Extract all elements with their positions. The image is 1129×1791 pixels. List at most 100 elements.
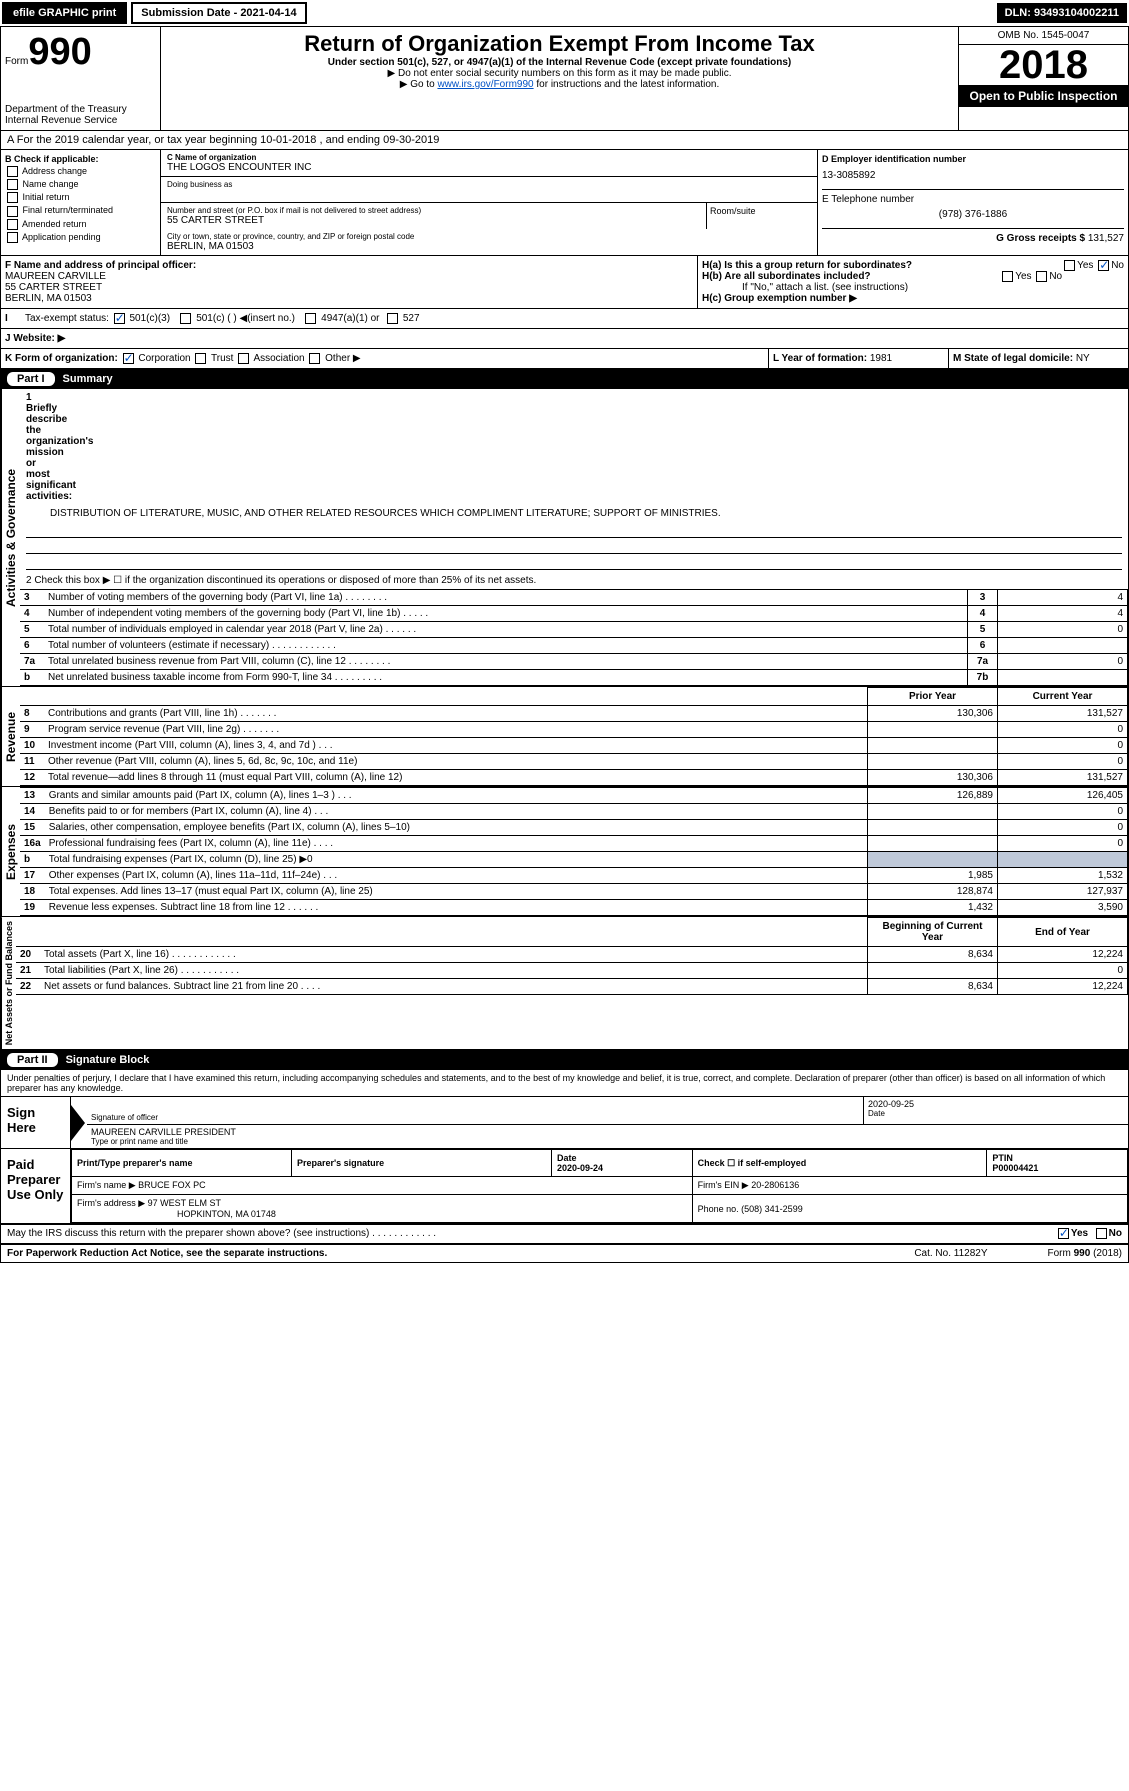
arrow-icon: [71, 1105, 85, 1141]
ha-label: H(a) Is this a group return for subordin…: [702, 260, 912, 271]
table-row: bNet unrelated business taxable income f…: [20, 670, 1128, 686]
hc-label: H(c) Group exemption number ▶: [702, 293, 1124, 304]
cb-corporation[interactable]: [123, 353, 134, 364]
table-row: 9Program service revenue (Part VIII, lin…: [20, 722, 1128, 738]
cb-address-change[interactable]: Address change: [5, 166, 156, 177]
part1-num: Part I: [7, 372, 55, 386]
efile-button[interactable]: efile GRAPHIC print: [2, 2, 127, 24]
col-b-title: B Check if applicable:: [5, 154, 156, 164]
section-website: J Website: ▶: [1, 329, 1128, 349]
table-row: 10Investment income (Part VIII, column (…: [20, 738, 1128, 754]
form-note2: ▶ Go to www.irs.gov/Form990 for instruct…: [165, 79, 954, 90]
form-num: 990: [28, 31, 91, 74]
cb-527[interactable]: [387, 313, 398, 324]
submission-date: Submission Date - 2021-04-14: [131, 2, 306, 24]
addr-street: 55 CARTER STREET: [167, 215, 700, 226]
col-f-officer: F Name and address of principal officer:…: [1, 256, 698, 308]
ein-value: 13-3085892: [822, 170, 1124, 181]
paperwork-notice: For Paperwork Reduction Act Notice, see …: [7, 1248, 327, 1259]
dept-label: Department of the TreasuryInternal Reven…: [5, 104, 156, 126]
irs-link[interactable]: www.irs.gov/Form990: [437, 79, 533, 90]
part1-header: Part I Summary: [1, 369, 1128, 389]
vlabel-expenses: Expenses: [1, 787, 20, 916]
section-bcd: B Check if applicable: Address change Na…: [1, 150, 1128, 256]
table-row: 4Number of independent voting members of…: [20, 606, 1128, 622]
cb-trust[interactable]: [195, 353, 206, 364]
cb-501c3[interactable]: [114, 313, 125, 324]
tax-year: 2018: [959, 45, 1128, 85]
paid-preparer-section: Paid Preparer Use Only Print/Type prepar…: [1, 1149, 1128, 1224]
phone-label: E Telephone number: [822, 194, 1124, 205]
top-toolbar: efile GRAPHIC print Submission Date - 20…: [0, 0, 1129, 26]
table-row: 5Total number of individuals employed in…: [20, 622, 1128, 638]
vlabel-netassets: Net Assets or Fund Balances: [1, 917, 16, 1049]
cb-application-pending[interactable]: Application pending: [5, 232, 156, 243]
cb-name-change[interactable]: Name change: [5, 179, 156, 190]
table-row: 15Salaries, other compensation, employee…: [20, 820, 1128, 836]
prep-date-cell: Date2020-09-24: [552, 1150, 693, 1177]
discuss-row: May the IRS discuss this return with the…: [1, 1224, 1128, 1242]
l-value: 1981: [870, 353, 892, 364]
cb-initial-return[interactable]: Initial return: [5, 192, 156, 203]
city-label: City or town, state or province, country…: [167, 232, 811, 241]
form-note1: ▶ Do not enter social security numbers o…: [165, 68, 954, 79]
table-row: 7aTotal unrelated business revenue from …: [20, 654, 1128, 670]
officer-printed-name: MAUREEN CARVILLE PRESIDENT: [91, 1127, 1124, 1137]
k-label: K Form of organization:: [5, 353, 118, 364]
table-row: 17Other expenses (Part IX, column (A), l…: [20, 868, 1128, 884]
part1-title: Summary: [63, 373, 113, 385]
form-subtitle: Under section 501(c), 527, or 4947(a)(1)…: [165, 57, 954, 68]
q1-label: 1 Briefly describe the organization's mi…: [26, 392, 50, 502]
section-governance: Activities & Governance 1 Briefly descri…: [1, 389, 1128, 687]
ein-label: D Employer identification number: [822, 154, 1124, 164]
gross-value: 131,527: [1088, 233, 1124, 244]
m-value: NY: [1076, 353, 1090, 364]
table-row: 19Revenue less expenses. Subtract line 1…: [20, 900, 1128, 916]
cb-amended[interactable]: Amended return: [5, 219, 156, 230]
sig-date: 2020-09-25: [868, 1099, 1124, 1109]
expenses-table: 13Grants and similar amounts paid (Part …: [20, 787, 1128, 916]
dln-label: DLN: 93493104002211: [997, 3, 1127, 23]
table-row: 21Total liabilities (Part X, line 26) . …: [16, 963, 1128, 979]
cb-other[interactable]: [309, 353, 320, 364]
part2-title: Signature Block: [66, 1054, 150, 1066]
table-row: 16aProfessional fundraising fees (Part I…: [20, 836, 1128, 852]
tax-exempt-label: Tax-exempt status:: [25, 313, 109, 324]
table-row: 6Total number of volunteers (estimate if…: [20, 638, 1128, 654]
part2-num: Part II: [7, 1053, 58, 1067]
org-name: THE LOGOS ENCOUNTER INC: [167, 162, 811, 173]
m-label: M State of legal domicile:: [953, 353, 1073, 364]
table-row: 12Total revenue—add lines 8 through 11 (…: [20, 770, 1128, 786]
form-number: Form 990: [5, 31, 156, 74]
section-tax-exempt: I Tax-exempt status: 501(c)(3) 501(c) ( …: [1, 309, 1128, 329]
hb-label: H(b) Are all subordinates included?: [702, 271, 871, 282]
hb-note: If "No," attach a list. (see instruction…: [702, 282, 1124, 293]
table-row: 8Contributions and grants (Part VIII, li…: [20, 706, 1128, 722]
self-employed-cell: Check ☐ if self-employed: [692, 1150, 987, 1177]
room-suite-label: Room/suite: [707, 203, 817, 229]
section-revenue: Revenue Prior YearCurrent Year 8Contribu…: [1, 687, 1128, 787]
cb-4947[interactable]: [305, 313, 316, 324]
l-label: L Year of formation:: [773, 353, 867, 364]
cb-association[interactable]: [238, 353, 249, 364]
officer-addr2: BERLIN, MA 01503: [5, 293, 693, 304]
date-label: Date: [868, 1109, 1124, 1118]
cb-final-return[interactable]: Final return/terminated: [5, 205, 156, 216]
cb-501c[interactable]: [180, 313, 191, 324]
section-fh: F Name and address of principal officer:…: [1, 256, 1128, 309]
paid-preparer-label: Paid Preparer Use Only: [1, 1149, 71, 1223]
col-c-org: C Name of organization THE LOGOS ENCOUNT…: [161, 150, 818, 255]
open-public-badge: Open to Public Inspection: [959, 85, 1128, 107]
sig-officer-label: Signature of officer: [91, 1113, 859, 1122]
vlabel-revenue: Revenue: [1, 687, 20, 786]
cb-discuss-yes[interactable]: [1058, 1228, 1069, 1239]
table-row: 11Other revenue (Part VIII, column (A), …: [20, 754, 1128, 770]
cb-discuss-no[interactable]: [1096, 1228, 1107, 1239]
dba-label: Doing business as: [167, 180, 811, 189]
addr-label: Number and street (or P.O. box if mail i…: [167, 206, 700, 215]
form-container: Form 990 Department of the TreasuryInter…: [0, 26, 1129, 1263]
section-expenses: Expenses 13Grants and similar amounts pa…: [1, 787, 1128, 917]
sign-here-section: Sign Here Signature of officer 2020-09-2…: [1, 1097, 1128, 1149]
table-row: 22Net assets or fund balances. Subtract …: [16, 979, 1128, 995]
city-value: BERLIN, MA 01503: [167, 241, 811, 252]
